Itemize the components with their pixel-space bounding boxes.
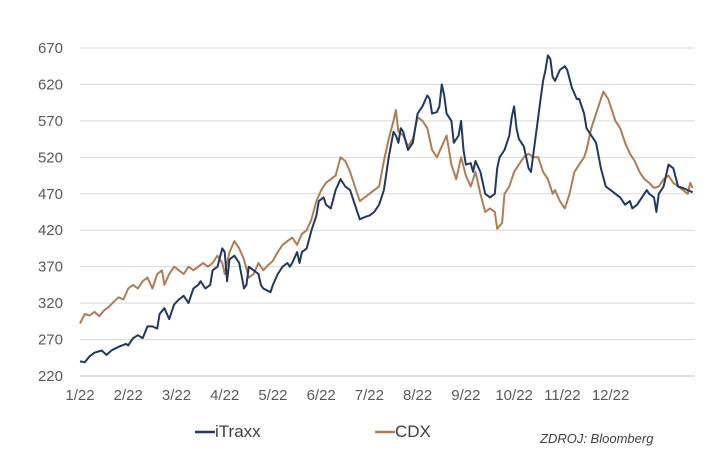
x-tick-label: 4/22 bbox=[210, 387, 239, 404]
y-tick-label: 320 bbox=[38, 295, 63, 312]
y-tick-label: 620 bbox=[38, 76, 63, 93]
x-tick-label: 9/22 bbox=[451, 387, 480, 404]
x-tick-label: 11/22 bbox=[544, 387, 580, 404]
x-tick-label: 12/22 bbox=[592, 387, 630, 404]
x-tick-label: 10/22 bbox=[495, 387, 533, 404]
source-note: ZDROJ: Bloomberg bbox=[539, 431, 654, 446]
x-tick-label: 6/22 bbox=[307, 387, 336, 404]
legend: iTraxx CDX bbox=[195, 422, 431, 441]
series-line-cdx bbox=[79, 90, 694, 324]
x-tick-label: 2/22 bbox=[114, 387, 143, 404]
x-tick-label: 8/22 bbox=[403, 387, 432, 404]
y-axis-tick-labels: 220 270 320 370 420 470 520 570 620 670 bbox=[38, 40, 63, 385]
x-tick-label: 3/22 bbox=[162, 387, 191, 404]
y-tick-label: 420 bbox=[38, 222, 63, 239]
x-axis-tick-labels: 1/22 2/22 3/22 4/22 5/22 6/22 7/22 8/22 9/22 10/2… bbox=[65, 387, 629, 404]
series-lines bbox=[79, 54, 694, 364]
y-tick-label: 470 bbox=[38, 186, 63, 203]
gridlines bbox=[80, 47, 695, 341]
x-tick-label: 5/22 bbox=[258, 387, 287, 404]
legend-label-itraxx: iTraxx bbox=[215, 422, 261, 441]
y-tick-label: 270 bbox=[38, 332, 63, 349]
y-tick-label: 370 bbox=[38, 259, 63, 276]
x-tick-label: 7/22 bbox=[355, 387, 384, 404]
series-line-itraxx bbox=[79, 54, 694, 364]
y-tick-label: 520 bbox=[38, 149, 63, 166]
y-tick-label: 670 bbox=[38, 40, 63, 57]
legend-label-cdx: CDX bbox=[395, 422, 431, 441]
y-tick-label: 570 bbox=[38, 113, 63, 130]
x-tick-label: 1/22 bbox=[65, 387, 94, 404]
y-tick-label: 220 bbox=[38, 368, 63, 385]
